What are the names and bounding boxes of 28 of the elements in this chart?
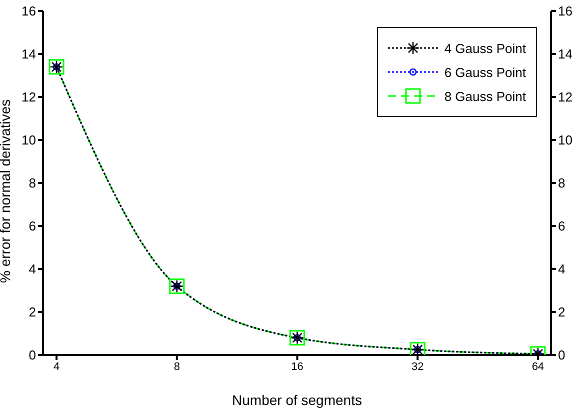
y2-tick-label: 2 [558,304,566,320]
y-tick-label: 8 [28,176,36,191]
x-axis-title: Number of segments [232,392,362,408]
x-tick-label: 16 [291,360,304,373]
y2-tick-label: 8 [558,176,566,191]
y2-tick-label: 14 [558,46,572,62]
x-tick-label: 32 [411,360,424,373]
y-tick-label: 4 [28,262,36,277]
x-tick-label: 4 [53,360,60,373]
y-tick-label: 2 [28,304,36,320]
y2-tick-label: 6 [558,218,566,234]
y-tick-label: 6 [28,218,36,234]
legend-label: 4 Gauss Point [444,40,526,56]
y2-tick-label: 12 [558,90,572,105]
y2-tick-label: 16 [558,4,572,19]
x-tick-label: 64 [532,360,544,373]
y-tick-label: 16 [22,4,36,19]
y-tick-label: 12 [22,90,36,105]
y-tick-label: 0 [28,348,36,363]
y2-tick-label: 0 [558,348,566,363]
x-tick-label: 8 [174,360,180,373]
legend-label: 8 Gauss Point [444,88,526,104]
legend-label: 6 Gauss Point [444,64,526,80]
y-tick-label: 10 [22,132,36,148]
y2-tick-label: 10 [558,132,572,148]
y-axis-title: % error for normal derivatives [0,99,13,283]
y-tick-label: 14 [22,46,36,62]
y2-tick-label: 4 [558,262,566,277]
